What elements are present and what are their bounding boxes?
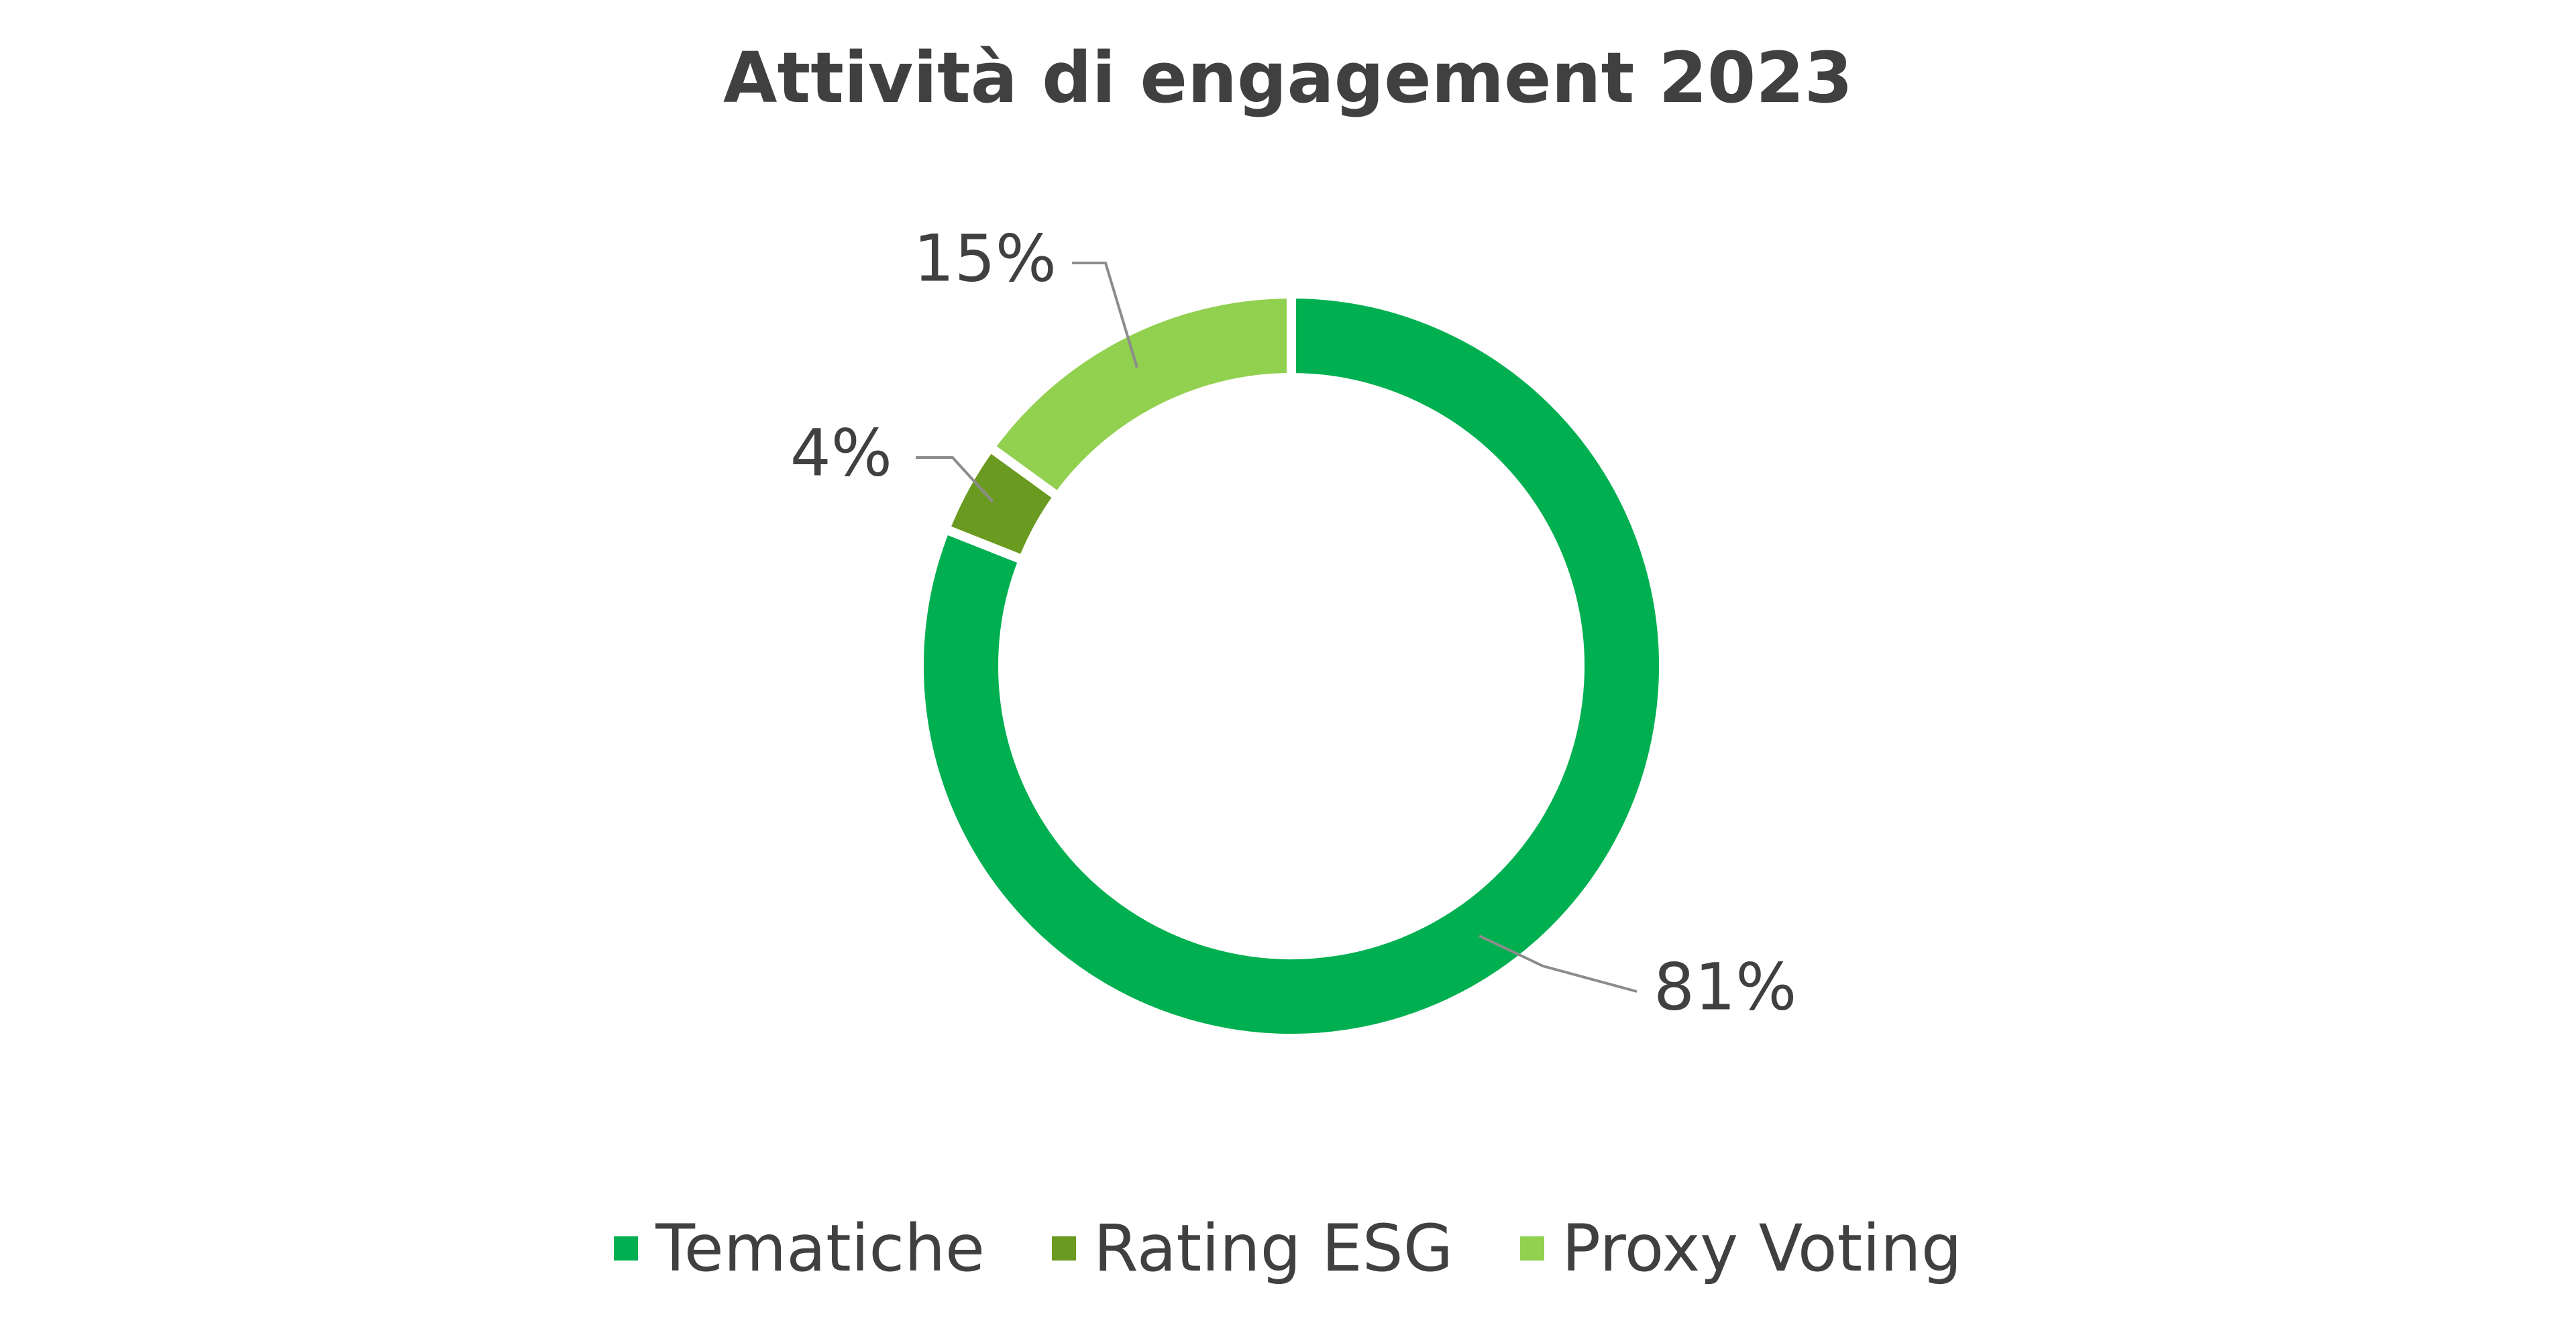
slice-proxy-voting xyxy=(983,288,1296,504)
legend-swatch-tematiche xyxy=(614,1236,639,1261)
slice-tematiche xyxy=(914,288,1668,1043)
legend-item-tematiche: Tematiche xyxy=(614,1211,985,1286)
leader-line-rating-esg xyxy=(916,456,994,503)
donut-slices xyxy=(914,288,1668,1043)
legend-label-rating-esg: Rating ESG xyxy=(1093,1211,1454,1286)
legend-swatch-rating-esg xyxy=(1052,1236,1077,1261)
chart-title: Attività di engagement 2023 xyxy=(723,37,1853,119)
data-label-tematiche: 81% xyxy=(1654,949,1796,1024)
data-label-proxy-voting: 15% xyxy=(914,221,1057,296)
leader-line-proxy-voting xyxy=(1072,262,1138,368)
data-label-rating-esg: 4% xyxy=(790,415,892,490)
legend-item-rating-esg: Rating ESG xyxy=(1052,1211,1453,1286)
legend-item-proxy-voting: Proxy Voting xyxy=(1520,1211,1962,1286)
legend-label-tematiche: Tematiche xyxy=(655,1211,985,1286)
data-labels: 81% 4% 15% xyxy=(790,221,1797,1024)
legend-label-proxy-voting: Proxy Voting xyxy=(1562,1211,1962,1286)
leader-line-tematiche xyxy=(1479,934,1638,993)
legend: Tematiche Rating ESG Proxy Voting xyxy=(0,1211,2576,1286)
leader-lines xyxy=(916,262,1638,993)
legend-swatch-proxy-voting xyxy=(1520,1236,1545,1261)
